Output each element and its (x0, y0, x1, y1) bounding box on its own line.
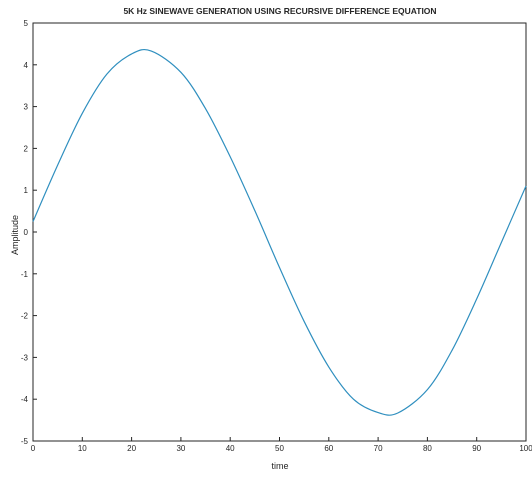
plot-frame (32, 22, 527, 442)
y-tick-label: -2 (21, 312, 29, 321)
y-tick-label: 2 (24, 144, 29, 153)
y-axis-ticks: 5 4 3 2 1 0 -1 -2 -3 -4 -5 (21, 19, 37, 446)
y-tick-label: 3 (24, 103, 29, 112)
y-tick-label: -3 (21, 353, 29, 362)
x-tick-label: 40 (226, 444, 235, 453)
chart-title: 5K Hz SINEWAVE GENERATION USING RECURSIV… (123, 6, 436, 16)
x-tick-label: 30 (176, 444, 185, 453)
x-tick-label: 70 (374, 444, 383, 453)
x-tick-label: 80 (423, 444, 432, 453)
x-axis-ticks: 0 10 20 30 40 50 60 70 80 90 100 (31, 437, 532, 453)
y-tick-label: -4 (21, 395, 29, 404)
x-tick-label: 60 (324, 444, 333, 453)
y-axis-label: Amplitude (10, 215, 20, 255)
y-tick-label: 5 (24, 19, 29, 28)
x-axis-label: time (271, 461, 288, 471)
x-tick-label: 10 (78, 444, 87, 453)
y-tick-label: -1 (21, 270, 29, 279)
series-line (32, 48, 527, 416)
x-tick-label: 0 (31, 444, 36, 453)
y-tick-label: 0 (24, 228, 29, 237)
x-tick-label: 90 (472, 444, 481, 453)
y-tick-label: 4 (24, 61, 29, 70)
y-tick-label: 1 (24, 186, 29, 195)
y-tick-label: -5 (21, 437, 29, 446)
x-tick-label: 100 (519, 444, 532, 453)
x-tick-label: 20 (127, 444, 136, 453)
x-tick-label: 50 (275, 444, 284, 453)
